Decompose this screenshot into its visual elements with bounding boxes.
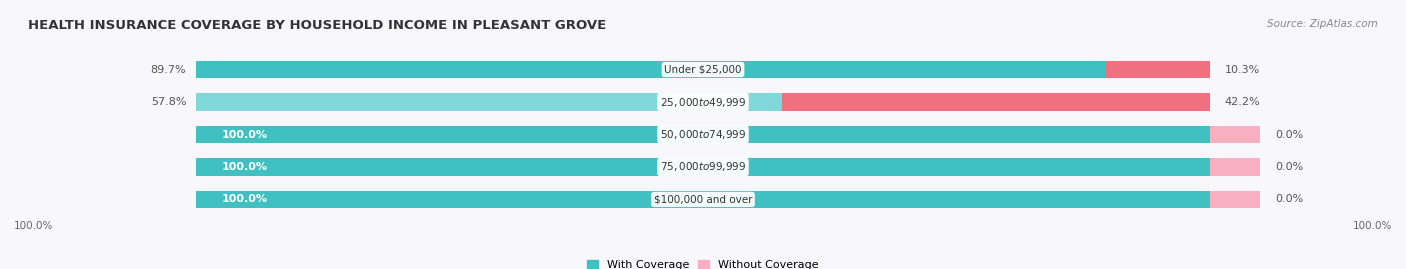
Bar [197,93,1209,111]
Bar [197,93,782,111]
Text: 10.3%: 10.3% [1225,65,1260,75]
Bar [1209,190,1260,208]
Text: $50,000 to $74,999: $50,000 to $74,999 [659,128,747,141]
Text: Under $25,000: Under $25,000 [664,65,742,75]
Text: 100.0%: 100.0% [14,221,53,231]
Bar [782,93,1209,111]
Text: 0.0%: 0.0% [1275,162,1303,172]
Text: 100.0%: 100.0% [1353,221,1392,231]
Bar [197,190,1209,208]
Text: Source: ZipAtlas.com: Source: ZipAtlas.com [1267,19,1378,29]
Text: 57.8%: 57.8% [150,97,186,107]
Text: $25,000 to $49,999: $25,000 to $49,999 [659,95,747,108]
Bar [1105,61,1209,79]
Text: 89.7%: 89.7% [150,65,186,75]
Bar [1209,158,1260,176]
Bar [197,61,1105,79]
Bar [197,190,1209,208]
Bar [1209,126,1260,143]
Text: 100.0%: 100.0% [222,194,267,204]
Text: HEALTH INSURANCE COVERAGE BY HOUSEHOLD INCOME IN PLEASANT GROVE: HEALTH INSURANCE COVERAGE BY HOUSEHOLD I… [28,19,606,32]
Bar [197,126,1209,143]
Bar [197,126,1209,143]
Text: $100,000 and over: $100,000 and over [654,194,752,204]
Text: 0.0%: 0.0% [1275,194,1303,204]
Bar [197,61,1209,79]
Text: 100.0%: 100.0% [222,129,267,140]
Legend: With Coverage, Without Coverage: With Coverage, Without Coverage [588,260,818,269]
Text: 100.0%: 100.0% [222,162,267,172]
Bar [197,158,1209,176]
Text: 0.0%: 0.0% [1275,129,1303,140]
Bar [197,158,1209,176]
Text: 42.2%: 42.2% [1225,97,1260,107]
Text: $75,000 to $99,999: $75,000 to $99,999 [659,161,747,174]
